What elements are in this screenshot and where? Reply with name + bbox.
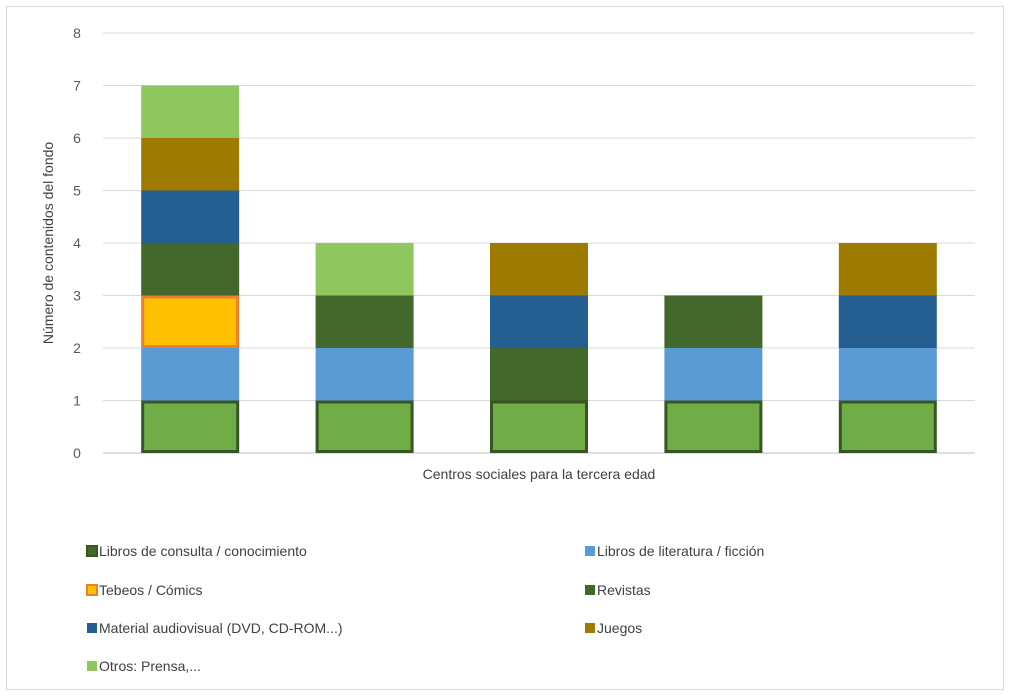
bars (141, 85, 937, 453)
legend-label: Tebeos / Cómics (99, 582, 202, 598)
chart-area: 0 1 2 3 4 5 6 7 8 Centros sociales para la terce… (6, 6, 1004, 690)
bar-segment (490, 348, 588, 401)
bar-segment (141, 85, 240, 138)
legend-label: Otros: Prensa,... (99, 658, 201, 674)
legend-swatch (585, 585, 595, 595)
stacked-bar-chart: 0 1 2 3 4 5 6 7 8 Centros sociales para la terce… (40, 25, 975, 674)
y-tick-label: 5 (73, 183, 81, 199)
bar-segment (315, 295, 414, 348)
bar-segment (141, 348, 240, 401)
legend-swatch (86, 584, 98, 596)
legend: Libros de consulta / conocimiento Libros … (86, 543, 764, 674)
y-tick-label: 3 (73, 288, 81, 304)
bar-segment (141, 243, 240, 296)
y-tick-label: 7 (73, 78, 81, 94)
legend-swatch (585, 546, 595, 556)
y-tick-label: 8 (73, 25, 81, 41)
legend-label: Libros de literatura / ficción (597, 543, 764, 559)
legend-swatch (87, 623, 97, 633)
bar-segment (664, 400, 763, 453)
y-tick-label: 4 (73, 235, 81, 251)
x-axis-title: Centros sociales para la tercera edad (423, 466, 656, 482)
legend-label: Libros de consulta / conocimiento (99, 543, 307, 559)
y-axis-ticks: 0 1 2 3 4 5 6 7 8 (73, 25, 81, 461)
bar-segment (315, 348, 414, 401)
bar-segment (141, 295, 240, 348)
bar-segment (490, 295, 588, 348)
bar-segment (141, 400, 240, 453)
bar-segment (838, 348, 937, 401)
bar-segment (838, 295, 937, 348)
legend-swatch (585, 623, 595, 633)
bar-segment (838, 243, 937, 296)
bar-segment (315, 243, 414, 296)
y-axis-title: Número de contenidos del fondo (40, 142, 56, 345)
y-tick-label: 1 (73, 393, 81, 409)
y-tick-label: 2 (73, 340, 81, 356)
y-tick-label: 0 (73, 445, 81, 461)
bar-segment (490, 243, 588, 296)
legend-swatch (87, 661, 97, 671)
legend-label: Juegos (597, 620, 642, 636)
y-tick-label: 6 (73, 130, 81, 146)
bar-segment (315, 400, 414, 453)
legend-label: Revistas (597, 582, 651, 598)
bar-segment (664, 295, 763, 348)
bar-segment (141, 138, 240, 191)
bar-segment (141, 190, 240, 243)
bar-segment (838, 400, 937, 453)
bar-segment (664, 348, 763, 401)
legend-swatch (86, 545, 98, 557)
legend-label: Material audiovisual (DVD, CD-ROM...) (99, 620, 343, 636)
bar-segment (490, 400, 588, 453)
